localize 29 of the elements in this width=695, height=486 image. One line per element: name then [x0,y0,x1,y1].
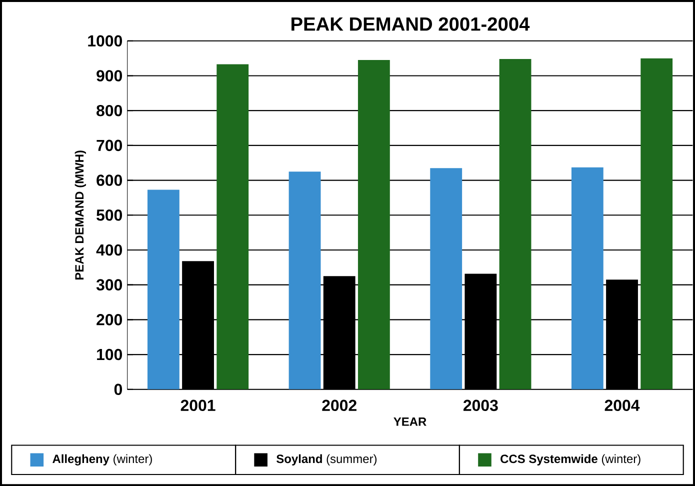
y-tick-label: 400 [96,244,122,256]
bar [571,167,604,390]
bar [216,64,249,390]
y-tick-label: 500 [96,209,122,221]
chart-title: PEAK DEMAND 2001-2004 [292,17,530,31]
y-tick-label: 800 [96,104,122,116]
x-tick-label: 2004 [604,400,640,411]
y-tick-label: 0 [114,384,122,395]
legend-label: CCS Systemwide (winter) [500,454,640,466]
legend-label: Soyland (summer) [276,454,377,466]
x-tick-label: 2002 [322,400,356,411]
x-tick-label: 2003 [463,400,498,412]
y-tick-label: 600 [96,174,122,186]
y-axis-title: PEAK DEMAND (MWH) [74,150,86,280]
y-tick-label: 700 [96,140,122,152]
legend-label: Allegheny (winter) [52,454,152,466]
y-tick-label: 300 [96,279,122,290]
bar [288,172,321,390]
y-tick-label: 900 [96,70,122,82]
x-tick-label: 2001 [180,400,216,411]
bar [430,168,462,390]
bar [147,190,180,390]
y-tick-label: 1000 [88,35,122,46]
bar [499,58,532,390]
bar [358,60,390,390]
x-axis-title: YEAR [394,417,426,426]
y-tick-label: 100 [97,348,122,360]
y-tick-label: 200 [96,314,122,326]
bar [640,58,673,390]
